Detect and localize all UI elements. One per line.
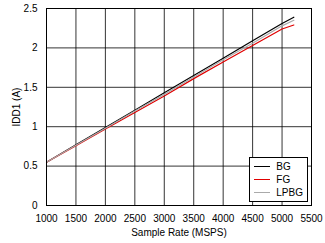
svg-text:1000: 1000 xyxy=(35,213,58,224)
svg-text:2500: 2500 xyxy=(124,213,147,224)
svg-text:1500: 1500 xyxy=(65,213,88,224)
svg-text:2.5: 2.5 xyxy=(24,3,38,14)
svg-text:1: 1 xyxy=(32,121,38,132)
html-text:LPBG: LPBG xyxy=(276,187,303,198)
html-text:FG: FG xyxy=(276,174,291,185)
html-text:BG: BG xyxy=(276,161,291,172)
svg-text:2: 2 xyxy=(32,42,38,53)
svg-text:Sample Rate (MSPS): Sample Rate (MSPS) xyxy=(131,227,227,238)
svg-text:4500: 4500 xyxy=(241,213,264,224)
svg-text:4000: 4000 xyxy=(212,213,235,224)
svg-text:1.5: 1.5 xyxy=(24,82,38,93)
svg-text:5500: 5500 xyxy=(300,213,323,224)
svg-text:0.5: 0.5 xyxy=(24,160,38,171)
svg-text:IDD1 (A): IDD1 (A) xyxy=(11,88,22,127)
svg-text:0: 0 xyxy=(32,200,38,211)
svg-text:3500: 3500 xyxy=(183,213,206,224)
svg-text:5000: 5000 xyxy=(271,213,294,224)
svg-text:3000: 3000 xyxy=(153,213,176,224)
svg-text:2000: 2000 xyxy=(94,213,117,224)
